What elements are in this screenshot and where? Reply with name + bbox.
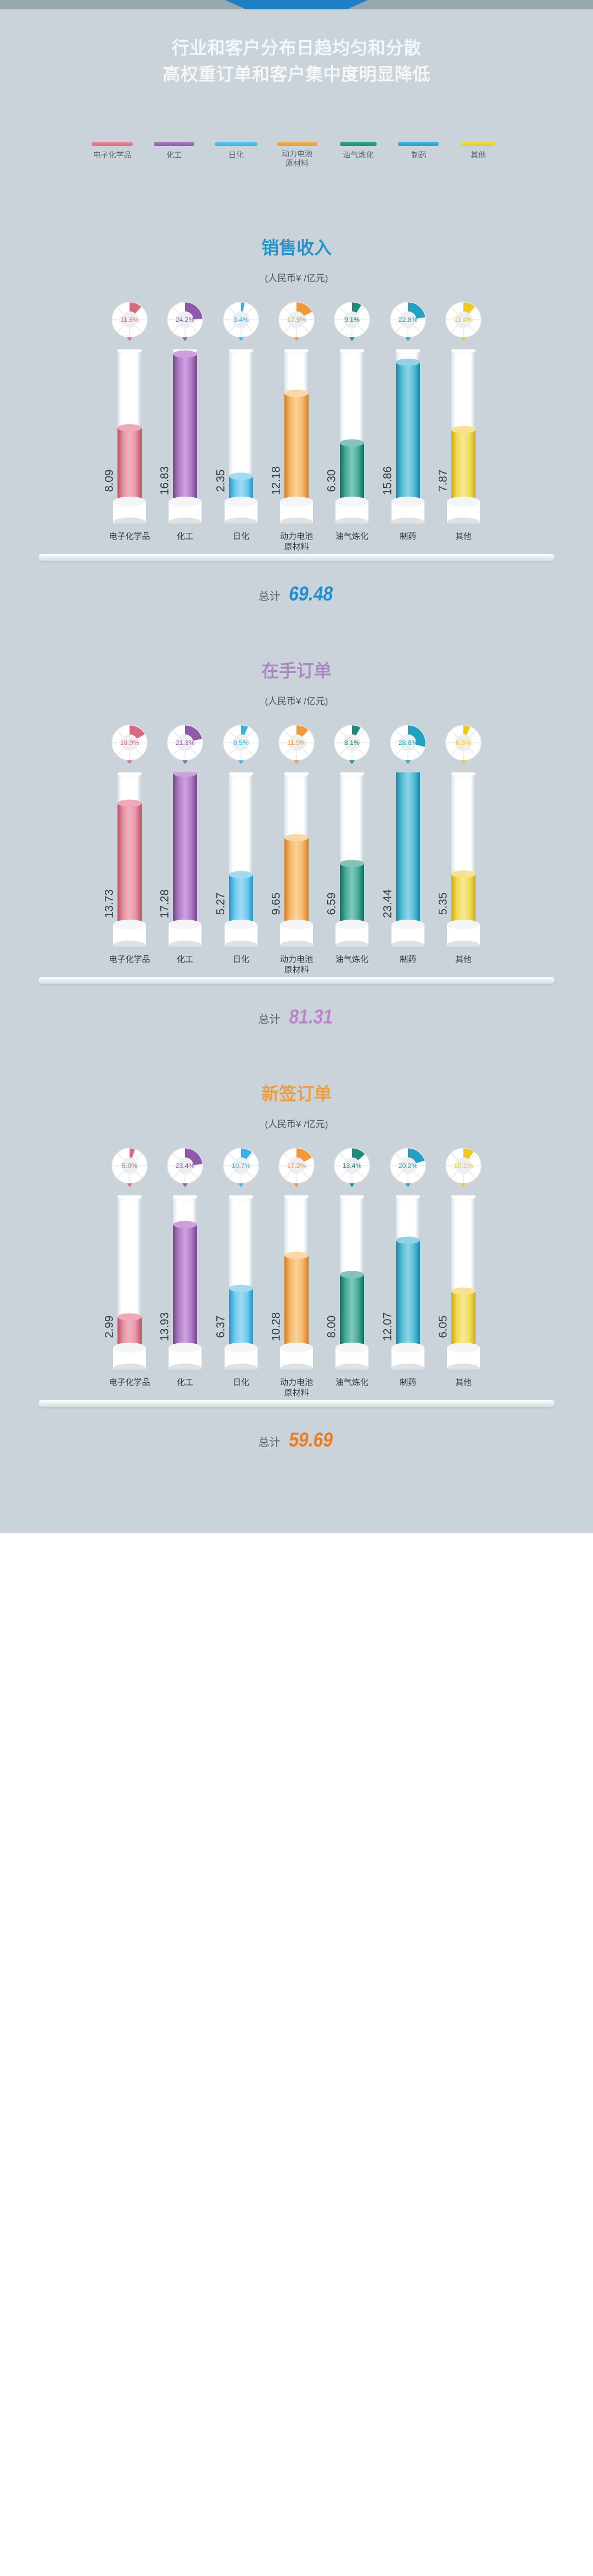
svg-text:5.0%: 5.0% — [122, 1162, 137, 1170]
svg-text:11.4%: 11.4% — [454, 316, 473, 324]
svg-text:11.9%: 11.9% — [287, 739, 306, 747]
svg-text:3.4%: 3.4% — [233, 316, 249, 324]
svg-text:28.8%: 28.8% — [399, 739, 418, 747]
svg-text:8.1%: 8.1% — [344, 739, 360, 747]
svg-text:6.5%: 6.5% — [456, 739, 471, 747]
svg-text:24.2%: 24.2% — [176, 316, 195, 324]
svg-text:11.6%: 11.6% — [120, 316, 139, 324]
svg-text:21.3%: 21.3% — [176, 739, 195, 747]
svg-text:10.7%: 10.7% — [232, 1162, 251, 1170]
svg-text:10.1%: 10.1% — [454, 1162, 473, 1170]
svg-text:16.9%: 16.9% — [120, 739, 139, 747]
svg-text:23.4%: 23.4% — [176, 1162, 195, 1170]
svg-text:20.2%: 20.2% — [399, 1162, 418, 1170]
svg-text:9.1%: 9.1% — [344, 316, 360, 324]
svg-text:17.2%: 17.2% — [287, 1162, 306, 1170]
svg-text:22.8%: 22.8% — [399, 316, 418, 324]
svg-text:17.5%: 17.5% — [287, 316, 306, 324]
svg-text:13.4%: 13.4% — [343, 1162, 362, 1170]
svg-text:6.5%: 6.5% — [233, 739, 249, 747]
